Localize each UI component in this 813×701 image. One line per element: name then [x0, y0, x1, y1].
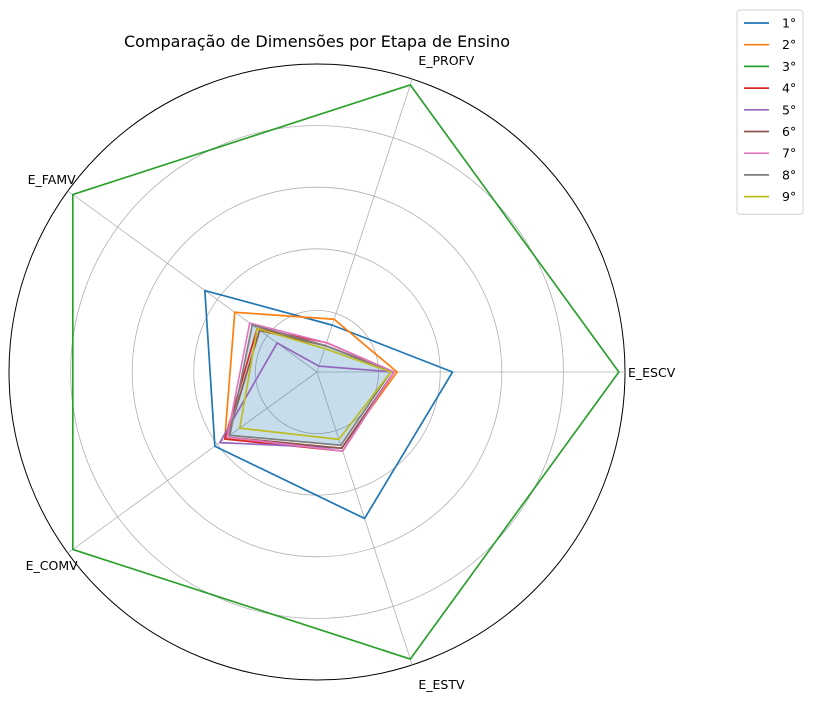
legend-frame — [736, 9, 804, 215]
legend-label: 4° — [782, 81, 796, 96]
legend-label: 7° — [782, 146, 796, 161]
series-line — [238, 327, 392, 441]
axis-spoke — [67, 371, 318, 554]
series-line — [71, 84, 620, 660]
axis-label: E_PROFV — [418, 53, 474, 68]
legend-label: 1° — [782, 16, 796, 31]
legend-label: 3° — [782, 59, 796, 74]
axis-spoke — [316, 78, 413, 373]
axis-label: E_ESCV — [628, 365, 676, 380]
axis-spoke — [67, 190, 318, 373]
chart-title: Comparação de Dimensões por Etapa de Ens… — [124, 32, 510, 51]
legend-label: 5° — [782, 102, 796, 117]
axis-label: E_COMV — [26, 558, 78, 573]
legend-label: 8° — [782, 167, 796, 182]
axis-label: E_ESTV — [418, 677, 465, 692]
legend-label: 2° — [782, 37, 796, 52]
legend-label: 9° — [782, 189, 796, 204]
legend-label: 6° — [782, 124, 796, 139]
axis-labels: E_ESCV E_PROFV E_FAMV E_COMV E_ESTV — [26, 53, 676, 692]
series-layer — [71, 84, 620, 660]
series-line — [226, 322, 395, 452]
legend: 1° 2° 3° 4° 5° 6° 7° 8° 9° — [736, 9, 804, 215]
series-line — [204, 289, 454, 520]
series-line — [228, 324, 392, 447]
axis-label: E_FAMV — [28, 172, 77, 187]
